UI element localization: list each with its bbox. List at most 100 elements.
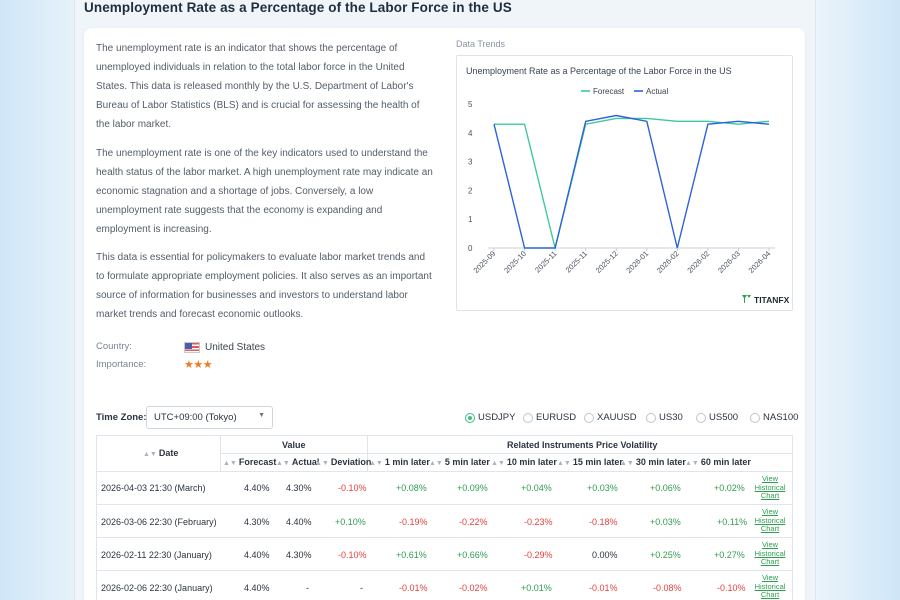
header-vdivider — [220, 436, 221, 472]
row-actual: 4.40% — [286, 517, 312, 527]
header-5min-label: 5 min later — [444, 457, 490, 467]
radio-label: NAS100 — [763, 412, 799, 423]
sort-icon: ▲▼ — [685, 460, 699, 467]
header-forecast[interactable]: ▲▼ Forecast — [223, 457, 276, 467]
y-tick-label: 0 — [468, 244, 473, 253]
description-paragraph-1: The unemployment rate is an indicator th… — [96, 43, 420, 130]
row-vol-10min: -0.23% — [524, 517, 553, 527]
header-bottom-border — [97, 471, 792, 472]
page-title: Unemployment Rate as a Percentage of the… — [84, 0, 512, 15]
row-divider — [97, 504, 792, 505]
row-vol-15min: -0.18% — [589, 517, 618, 527]
sort-icon: ▲▼ — [429, 460, 443, 467]
description-paragraph-2: The unemployment rate is one of the key … — [96, 148, 433, 235]
legend-label-forecast: Forecast — [593, 87, 625, 96]
sort-icon: ▲▼ — [143, 451, 157, 458]
x-tick-label: 2025-09 — [472, 249, 498, 275]
radio-label: EURUSD — [536, 412, 577, 423]
row-forecast: 4.40% — [244, 550, 270, 560]
header-1min-label: 1 min later — [384, 457, 430, 467]
header-divider — [221, 453, 792, 454]
series-line-actual — [493, 114, 770, 249]
radio-label: US30 — [659, 412, 683, 423]
header-15min-label: 15 min later — [572, 457, 623, 467]
header-30min[interactable]: ▲▼ 30 min later — [620, 457, 686, 467]
importance-stars: ★★★ — [184, 359, 213, 371]
x-tick-label: 2026-03 — [716, 249, 742, 275]
link-line: Chart — [760, 590, 780, 599]
sort-icon: ▲▼ — [620, 460, 634, 467]
row-deviation: - — [360, 583, 363, 593]
header-5min[interactable]: ▲▼ 5 min later — [429, 457, 490, 467]
radio-label: XAUUSD — [597, 412, 637, 423]
header-10min-label: 10 min later — [506, 457, 557, 467]
row-actual: 4.30% — [286, 550, 312, 560]
chart-series — [493, 114, 770, 249]
row-deviation: -0.10% — [338, 550, 367, 560]
row-vol-60min: +0.02% — [714, 483, 745, 493]
timezone-value: UTC+09:00 (Tokyo) — [154, 412, 237, 423]
history-table: ▲▼ Date Value Related Instruments Price V… — [96, 435, 793, 600]
x-tick-label: 2025-11 — [533, 249, 558, 274]
link-line: Historical — [754, 581, 786, 591]
us-flag-icon — [184, 342, 200, 353]
row-vol-5min: +0.09% — [457, 483, 488, 493]
y-tick-label: 4 — [468, 129, 473, 138]
row-vol-1min: -0.01% — [399, 583, 428, 593]
brand-text: TITANFX — [754, 295, 790, 305]
view-historical-chart-link[interactable]: View Historical Chart — [751, 507, 789, 534]
row-date: 2026-02-11 22:30 (January) — [101, 550, 212, 560]
radio-unselected-icon — [750, 413, 760, 423]
radio-unselected-icon — [523, 413, 533, 423]
row-vol-10min: +0.01% — [521, 583, 552, 593]
header-actual[interactable]: ▲▼ Actual — [276, 457, 319, 467]
x-tick-label: 2025-11 — [564, 249, 589, 274]
sort-icon: ▲▼ — [491, 460, 505, 467]
link-line: View — [761, 474, 779, 483]
chevron-down-icon: ▼ — [258, 412, 265, 419]
view-historical-chart-link[interactable]: View Historical Chart — [751, 573, 789, 600]
x-tick-label: 2026-02 — [685, 249, 711, 275]
link-line: View — [761, 507, 779, 516]
header-1min[interactable]: ▲▼ 1 min later — [369, 457, 430, 467]
y-tick-label: 3 — [468, 158, 473, 167]
sort-icon: ▲▼ — [557, 460, 571, 467]
x-tick-label: 2026-02 — [655, 249, 681, 275]
radio-unselected-icon — [584, 413, 594, 423]
row-vol-30min: +0.25% — [650, 550, 681, 560]
link-line: Chart — [760, 557, 780, 566]
chart-title: Unemployment Rate as a Percentage of the… — [466, 66, 732, 76]
row-vol-15min: +0.03% — [587, 483, 618, 493]
sort-icon: ▲▼ — [223, 460, 237, 467]
description-paragraph-3: This data is essential for policymakers … — [96, 252, 432, 320]
view-historical-chart-link[interactable]: View Historical Chart — [751, 474, 789, 501]
row-vol-30min: +0.03% — [650, 517, 681, 527]
x-tick-label: 2026-01 — [624, 249, 650, 275]
titanfx-logo: TITANFX — [742, 295, 790, 305]
timezone-select[interactable]: UTC+09:00 (Tokyo) ▼ — [146, 406, 273, 429]
x-tick-label: 2026-04 — [747, 249, 773, 275]
row-vol-15min: -0.01% — [589, 583, 618, 593]
row-deviation: -0.10% — [338, 483, 367, 493]
row-vol-10min: -0.29% — [524, 550, 553, 560]
link-line: Historical — [754, 548, 786, 558]
link-line: Chart — [760, 491, 780, 500]
header-60min[interactable]: ▲▼ 60 min later — [685, 457, 751, 467]
row-divider — [97, 570, 792, 571]
link-line: View — [761, 573, 779, 582]
header-forecast-label: Forecast — [238, 457, 277, 467]
header-deviation[interactable]: ▲▼ Deviation — [315, 457, 371, 467]
row-date: 2026-04-03 21:30 (March) — [101, 483, 206, 493]
header-date[interactable]: ▲▼ Date — [143, 448, 178, 458]
header-15min[interactable]: ▲▼ 15 min later — [557, 457, 623, 467]
row-vol-5min: -0.02% — [459, 583, 488, 593]
header-deviation-label: Deviation — [330, 457, 372, 467]
row-forecast: 4.30% — [244, 517, 270, 527]
view-historical-chart-link[interactable]: View Historical Chart — [751, 540, 789, 567]
radio-label: US500 — [709, 412, 739, 423]
header-date-label: Date — [158, 448, 179, 458]
series-line-forecast — [494, 117, 770, 249]
header-10min[interactable]: ▲▼ 10 min later — [491, 457, 557, 467]
row-vol-1min: +0.61% — [396, 550, 427, 560]
